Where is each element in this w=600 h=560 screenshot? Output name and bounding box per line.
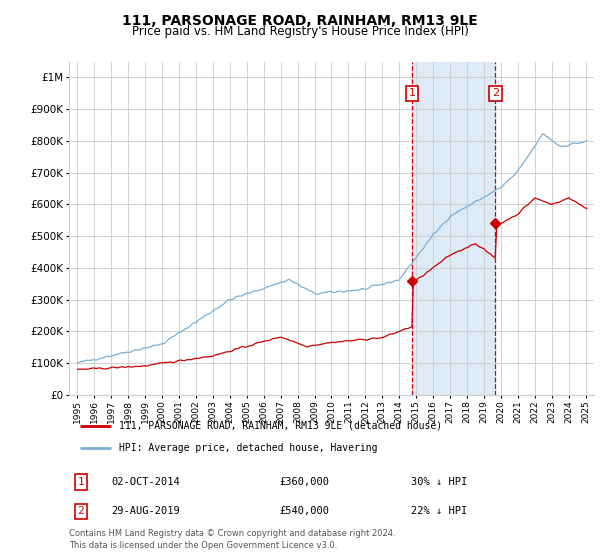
Text: 02-OCT-2014: 02-OCT-2014 — [111, 477, 180, 487]
Text: Contains HM Land Registry data © Crown copyright and database right 2024.
This d: Contains HM Land Registry data © Crown c… — [69, 529, 395, 550]
Text: 22% ↓ HPI: 22% ↓ HPI — [411, 506, 467, 516]
Text: 1: 1 — [77, 477, 85, 487]
Bar — [412, 62, 495, 395]
Text: HPI: Average price, detached house, Havering: HPI: Average price, detached house, Have… — [119, 443, 377, 453]
Text: 111, PARSONAGE ROAD, RAINHAM, RM13 9LE: 111, PARSONAGE ROAD, RAINHAM, RM13 9LE — [122, 14, 478, 28]
Text: 30% ↓ HPI: 30% ↓ HPI — [411, 477, 467, 487]
Text: 1: 1 — [409, 88, 415, 99]
Text: 29-AUG-2019: 29-AUG-2019 — [111, 506, 180, 516]
Text: Price paid vs. HM Land Registry's House Price Index (HPI): Price paid vs. HM Land Registry's House … — [131, 25, 469, 38]
Text: 2: 2 — [492, 88, 499, 99]
Text: £360,000: £360,000 — [279, 477, 329, 487]
Text: 111, PARSONAGE ROAD, RAINHAM, RM13 9LE (detached house): 111, PARSONAGE ROAD, RAINHAM, RM13 9LE (… — [119, 421, 442, 431]
Text: 2: 2 — [77, 506, 85, 516]
Text: £540,000: £540,000 — [279, 506, 329, 516]
